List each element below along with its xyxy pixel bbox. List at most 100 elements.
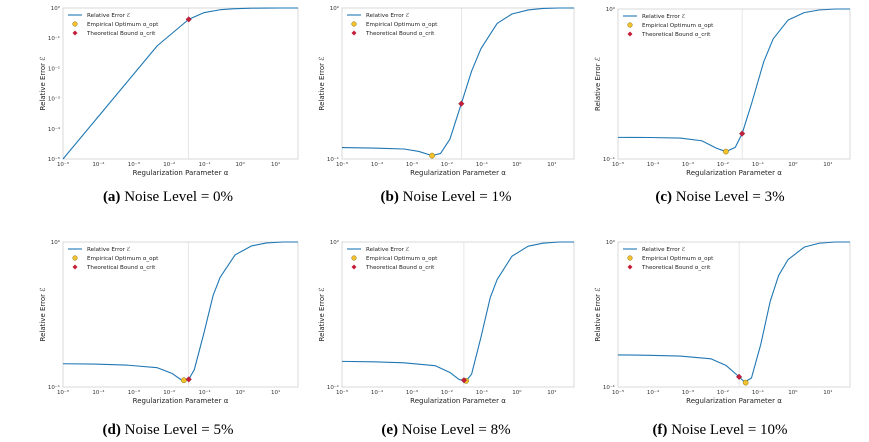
x-tick-label: 10⁻¹ (752, 389, 764, 396)
legend-bound-swatch (351, 264, 357, 270)
x-tick-label: 10⁻⁴ (92, 161, 105, 168)
y-tick-label: 10⁻⁵ (48, 156, 60, 163)
x-tick-label: 10⁻¹ (199, 389, 211, 396)
y-tick-label: 10⁰ (51, 239, 61, 246)
x-tick-label: 10⁻⁴ (647, 161, 660, 168)
y-tick-label: 10⁰ (330, 5, 340, 12)
caption-label: (a) (103, 189, 121, 205)
legend-bound-swatch (627, 264, 633, 270)
x-tick-label: 10⁻⁵ (612, 389, 624, 396)
y-tick-label: 10⁰ (606, 239, 616, 246)
chart-panel-1: 10⁻⁵ 10⁻⁴ 10⁻³ 10⁻² 10⁻¹ 10⁰ 10¹ 10⁻⁵ 10⁻⁴ 10⁻³ 10… (39, 5, 299, 205)
legend-optimum-swatch (627, 22, 633, 28)
x-tick-label: 10¹ (823, 389, 832, 396)
x-tick-label: 10¹ (271, 389, 280, 396)
theoretical-bound-marker (736, 373, 743, 380)
chart-panel-3: 10⁻⁵ 10⁻⁴ 10⁻³ 10⁻² 10⁻¹ 10⁰ 10¹ 10⁻¹ 10⁰ Regular… (594, 6, 851, 205)
x-axis-label: Regularization Parameter α (133, 397, 229, 405)
legend-entry: Empirical Optimum α_opt (87, 256, 159, 262)
x-tick-label: 10¹ (547, 161, 556, 168)
y-axis-label: Relative Error ℰ (594, 288, 602, 342)
x-tick-label: 10⁻⁴ (371, 161, 384, 168)
plot-frame (62, 7, 299, 160)
relative-error-line (62, 7, 298, 160)
theoretical-bound-marker (739, 130, 746, 137)
legend-entry: Empirical Optimum α_opt (642, 256, 714, 262)
chart-panel-4: 10⁻⁵ 10⁻⁴ 10⁻³ 10⁻² 10⁻¹ 10⁰ 10¹ 10⁻¹ 10⁰ Regular… (39, 239, 299, 438)
x-tick-label: 10⁻³ (682, 161, 694, 168)
chart-panel-6: 10⁻⁵ 10⁻⁴ 10⁻³ 10⁻² 10⁻¹ 10⁰ 10¹ 10⁻¹ 10⁰ Regular… (594, 239, 851, 438)
plot-frame (341, 7, 575, 160)
x-tick-label: 10⁻¹ (752, 161, 764, 168)
legend-entry: Relative Error ℰ (366, 246, 410, 253)
legend: Relative Error ℰ Empirical Optimum α_opt T… (68, 246, 159, 271)
theoretical-bound-marker (458, 100, 465, 107)
x-axis-label: Regularization Parameter α (686, 397, 782, 405)
x-tick-label: 10⁻² (163, 161, 175, 168)
y-tick-label: 10⁻¹ (48, 384, 60, 391)
x-tick-label: 10⁻¹ (199, 161, 211, 168)
empirical-optimum-marker (429, 152, 435, 159)
subfigure-caption: (d) Noise Level = 5% (103, 422, 234, 438)
x-axis-label: Regularization Parameter α (686, 169, 782, 177)
y-tick-label: 10⁻² (48, 65, 60, 72)
legend-entry: Relative Error ℰ (366, 12, 410, 19)
x-tick-label: 10⁻³ (406, 389, 418, 396)
empirical-optimum-marker (723, 148, 729, 155)
y-tick-label: 10⁰ (51, 5, 61, 12)
legend-entry: Relative Error ℰ (87, 246, 131, 253)
subfigure-caption: (e) Noise Level = 8% (381, 422, 510, 438)
x-tick-label: 10⁰ (512, 161, 522, 168)
legend-entry: Theoretical Bound α_crit (86, 265, 156, 271)
caption-text: Noise Level = 1% (399, 189, 512, 205)
legend-entry: Empirical Optimum α_opt (366, 22, 438, 28)
relative-error-line (617, 8, 850, 153)
x-tick-label: 10⁰ (236, 161, 246, 168)
x-tick-label: 10⁻² (441, 161, 453, 168)
caption-label: (d) (103, 422, 121, 438)
plot-frame (617, 241, 851, 388)
legend-optimum-swatch (351, 21, 357, 27)
legend-bound-swatch (351, 30, 357, 36)
x-tick-label: 10⁻³ (406, 161, 418, 168)
x-tick-label: 10¹ (271, 161, 280, 168)
x-tick-label: 10⁻² (441, 389, 453, 396)
caption-text: Noise Level = 8% (398, 422, 511, 438)
caption-text: Noise Level = 3% (672, 189, 785, 205)
legend-entry: Theoretical Bound α_crit (365, 31, 435, 37)
theoretical-bound-marker (460, 377, 468, 384)
legend: Relative Error ℰ Empirical Optimum α_opt T… (623, 246, 714, 271)
y-tick-label: 10⁻¹ (603, 156, 615, 163)
subfigure-caption: (c) Noise Level = 3% (655, 189, 784, 205)
plot-frame (617, 8, 851, 160)
legend: Relative Error ℰ Empirical Optimum α_opt T… (347, 12, 438, 37)
x-tick-label: 10⁻⁵ (336, 389, 348, 396)
relative-error-line (617, 241, 850, 383)
legend-optimum-swatch (627, 255, 633, 261)
x-tick-label: 10⁻² (717, 389, 729, 396)
y-axis-label: Relative Error ℰ (318, 57, 326, 111)
x-tick-label: 10⁻³ (682, 389, 694, 396)
y-axis-label: Relative Error ℰ (318, 288, 326, 342)
x-axis-label: Regularization Parameter α (133, 169, 229, 177)
empirical-optimum-marker (742, 379, 749, 386)
x-tick-label: 10⁻⁵ (57, 161, 69, 168)
x-axis-label: Regularization Parameter α (410, 169, 506, 177)
legend-optimum-swatch (72, 255, 78, 261)
y-axis-label: Relative Error ℰ (39, 288, 47, 342)
legend-entry: Theoretical Bound α_crit (86, 31, 156, 37)
y-tick-label: 10⁻¹ (327, 384, 339, 391)
x-tick-label: 10⁻⁵ (57, 389, 69, 396)
x-tick-label: 10⁻¹ (476, 161, 488, 168)
y-tick-label: 10⁰ (330, 239, 340, 246)
y-tick-label: 10⁻¹ (603, 384, 615, 391)
y-tick-label: 10⁻³ (48, 96, 60, 103)
legend-bound-swatch (72, 264, 78, 270)
x-tick-label: 10⁻³ (128, 389, 140, 396)
legend-entry: Theoretical Bound α_crit (641, 32, 711, 38)
chart-panel-2: 10⁻⁵ 10⁻⁴ 10⁻³ 10⁻² 10⁻¹ 10⁰ 10¹ 10⁻¹ 10⁰ Regular… (318, 5, 575, 205)
relative-error-line (62, 241, 298, 381)
x-tick-label: 10⁻¹ (476, 389, 488, 396)
caption-label: (c) (655, 189, 672, 205)
